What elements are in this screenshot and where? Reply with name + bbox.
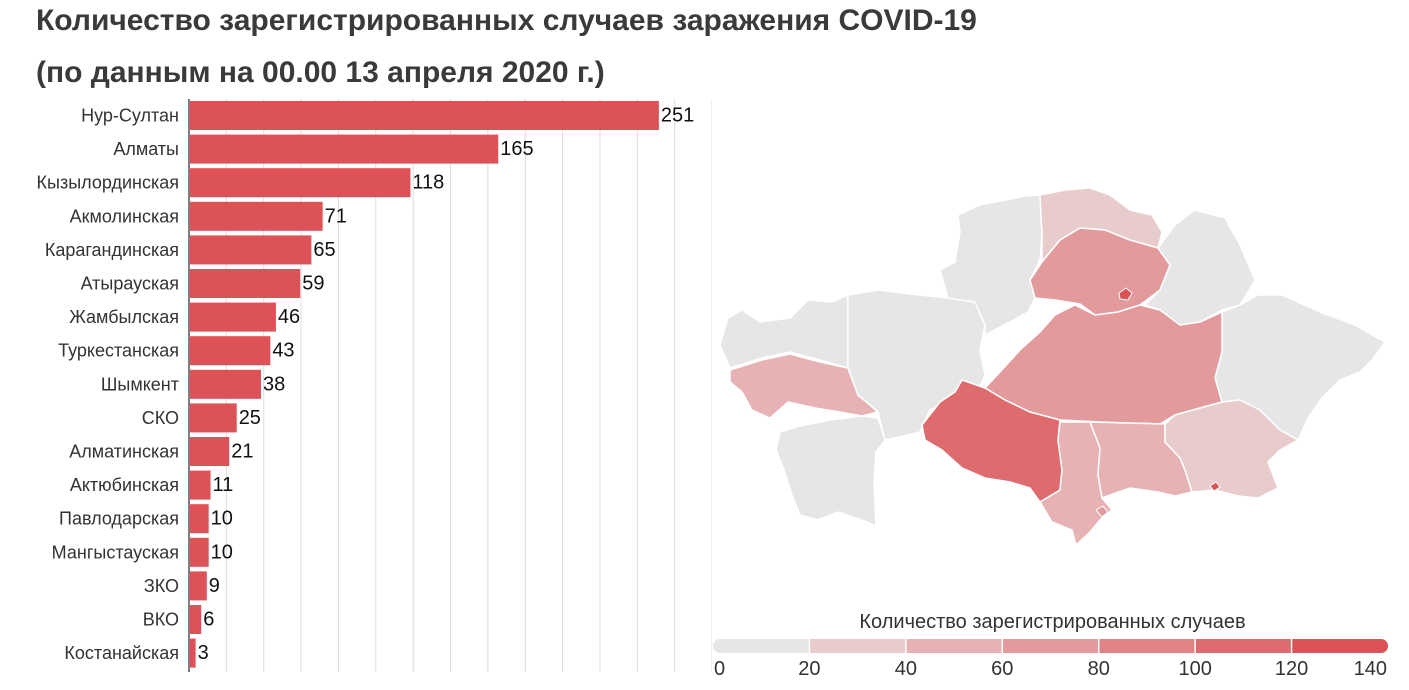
legend-swatch [1098,639,1196,653]
legend-swatch [1195,639,1292,653]
data-label: 165 [500,138,533,160]
bar [190,201,323,231]
chart-subtitle: (по данным на 00.00 13 апреля 2020 г.) [36,56,605,89]
map-region-shymkent [1095,505,1109,518]
bar [190,269,301,298]
legend-swatch-fill [761,639,810,653]
category-label: Алматы [113,139,179,159]
category-label: Атырауская [81,274,179,294]
data-label: 21 [231,441,253,463]
data-label: 46 [278,306,300,328]
data-label: 71 [325,205,347,227]
data-label: 10 [211,541,233,563]
category-label: Актюбинская [70,475,179,495]
bar [190,638,196,668]
data-label: 65 [313,239,335,261]
legend-tick-label: 20 [798,658,820,680]
bar [190,302,276,332]
bar [190,336,271,366]
data-label: 6 [203,609,214,631]
bar [190,504,209,534]
map-region-pavlodar [1143,209,1256,326]
data-label: 9 [209,575,220,597]
category-label: Мангыстауская [52,542,179,562]
bar [190,101,659,130]
bar [190,403,237,433]
map-region-kostanay [939,194,1043,337]
category-label: Жамбылская [69,307,179,327]
map-region-akmola [1029,227,1171,316]
legend-swatch [905,639,1003,653]
legend-tick-label: 40 [895,658,917,680]
legend-tick-label: 120 [1275,658,1308,680]
data-label: 251 [661,105,694,127]
data-label: 10 [211,508,233,530]
bar [190,235,312,265]
legend-tick-label: 0 [714,658,725,680]
legend-tick-label: 80 [1088,658,1110,680]
map-legend: Количество зарегистрированных случаев 0 20… [713,611,1388,680]
category-label: Карагандинская [45,240,179,260]
legend-tick-label: 140 [1354,658,1387,680]
legend-tick-label: 100 [1178,658,1211,680]
map-regions [719,187,1387,547]
map-region-mangystau [775,415,886,528]
map-region-almaty [1209,481,1221,492]
data-label: 3 [198,642,209,664]
data-label: 38 [263,373,285,395]
category-label: Нур-Султан [81,106,179,126]
bar [190,437,230,466]
data-label: 59 [302,273,324,295]
category-label: Кызылординская [37,173,179,193]
bar [190,571,207,601]
legend-swatch [1002,639,1099,653]
bars: Нур-Султан 251 Алматы 165 Кызылординская 118 А… [37,101,694,668]
map-region-wko [719,293,849,369]
legend-swatch [809,639,906,653]
category-label: Алматинская [69,442,179,462]
bar [190,605,202,634]
category-label: Туркестанская [58,341,179,361]
category-label: Павлодарская [59,509,179,529]
category-label: Шымкент [101,374,179,394]
data-label: 11 [213,474,234,496]
chart-title: Количество зарегистрированных случаев за… [36,4,977,37]
legend-tick-label: 60 [991,658,1013,680]
bar-chart: Нур-Султан 251 Алматы 165 Кызылординская 118 А… [37,99,712,672]
category-label: ВКО [143,610,179,630]
map-region-nur-sultan [1118,287,1133,301]
category-label: ЗКО [144,576,179,596]
category-label: Акмолинская [70,206,179,226]
data-label: 43 [272,340,294,362]
legend-title: Количество зарегистрированных случаев [859,611,1245,633]
legend-swatch-fill [1291,639,1340,653]
data-label: 25 [239,407,261,429]
bar [190,470,211,500]
bar [190,369,261,399]
bar [190,168,411,198]
category-label: Костанайская [64,643,179,663]
category-label: СКО [142,408,179,428]
bar [190,537,209,567]
map-region-almatinskaya [1164,399,1300,499]
data-label: 118 [412,172,444,194]
map-region-kyzylorda [921,379,1063,503]
bar [190,134,499,164]
